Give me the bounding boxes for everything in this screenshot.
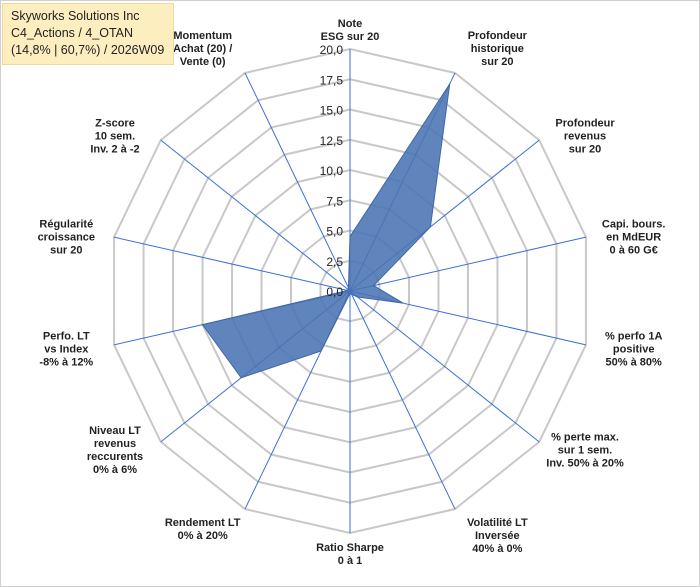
- axis-label-13-line-2: Vente (0): [180, 56, 226, 68]
- tick-label-2: 5,0: [326, 225, 343, 239]
- axis-label-2: Profondeur revenus sur 20: [555, 117, 615, 155]
- axis-label-9-line-1: revenus: [94, 438, 136, 450]
- axis-label-13-line-1: Achat (20) /: [173, 43, 232, 55]
- axis-label-1-line-0: Profondeur: [468, 30, 528, 42]
- axis-label-2-line-0: Profondeur: [555, 117, 615, 129]
- spoke-3: [349, 236, 587, 292]
- axis-label-2-line-1: revenus: [564, 130, 606, 142]
- tick-label-1: 2,5: [326, 255, 343, 269]
- axis-label-10-line-0: Perfo. LT: [43, 331, 90, 343]
- spoke-13: [244, 72, 351, 292]
- axis-label-4-line-0: % perfo 1A: [605, 331, 663, 343]
- axis-label-9-line-0: Niveau LT: [89, 425, 141, 437]
- spoke-12: [160, 139, 351, 292]
- axis-label-8-line-0: Rendement LT: [165, 517, 241, 529]
- axis-label-5: % perte max. sur 1 sem. Inv. 50% à 20%: [546, 432, 624, 470]
- axis-label-13: Momentum Achat (20) / Vente (0): [173, 30, 232, 68]
- axis-label-13-line-0: Momentum: [173, 30, 232, 42]
- axis-label-9: Niveau LT revenus reccurents 0% à 6%: [87, 425, 143, 476]
- axis-label-6-line-0: Volatilité LT: [467, 517, 528, 529]
- company-name: Skyworks Solutions Inc: [11, 9, 140, 23]
- series-area-0: [201, 83, 451, 379]
- tick-label-5: 12,5: [320, 134, 344, 148]
- axis-label-11-line-0: Régularité: [39, 218, 93, 230]
- radar-series: [201, 83, 451, 379]
- axis-label-0-line-0: Note: [338, 18, 362, 30]
- spoke-5: [349, 290, 540, 443]
- axis-label-4-line-2: 50% à 80%: [606, 357, 662, 369]
- axis-label-4: % perfo 1A positive 50% à 80%: [605, 331, 663, 369]
- axis-label-12: Z-score 10 sem. Inv. 2 à -2: [90, 117, 139, 155]
- portfolio-name: C4_Actions / 4_OTAN: [11, 26, 134, 40]
- axis-label-1-line-2: sur 20: [481, 56, 513, 68]
- axis-label-12-line-1: 10 sem.: [95, 130, 135, 142]
- axis-label-5-line-0: % perte max.: [551, 432, 619, 444]
- axis-label-3: Capi. bours. en MdEUR 0 à 60 G€: [602, 218, 666, 256]
- axis-label-6: Volatilité LT Inversée 40% à 0%: [467, 517, 528, 555]
- axis-label-3-line-1: en MdEUR: [606, 231, 661, 243]
- tick-label-6: 15,0: [320, 104, 344, 118]
- stats-line: (14,8% | 60,7%) / 2026W09: [11, 43, 165, 57]
- tick-label-0: 0,0: [326, 285, 343, 299]
- axis-label-0: Note ESG sur 20: [321, 18, 380, 43]
- axis-label-7-line-0: Ratio Sharpe: [316, 542, 384, 554]
- axis-label-11: Régularité croissance sur 20: [38, 218, 95, 256]
- axis-label-8-line-1: 0% à 20%: [178, 530, 228, 542]
- axis-label-2-line-2: sur 20: [569, 143, 601, 155]
- radar-axis-labels: Note ESG sur 20 Profondeur historique sur 20…: [38, 18, 666, 567]
- axis-label-11-line-2: sur 20: [50, 244, 82, 256]
- axis-label-10: Perfo. LT vs Index -8% à 12%: [39, 331, 93, 369]
- axis-label-10-line-1: vs Index: [44, 344, 89, 356]
- axis-label-7-line-1: 0 à 1: [338, 555, 362, 567]
- radar-tick-labels: 0,0 2,5 5,0 7,5 10,0 12,5 15,0 17,5 20,0: [320, 43, 344, 299]
- axis-label-9-line-3: 0% à 6%: [93, 464, 137, 476]
- axis-label-12-line-0: Z-score: [95, 117, 135, 129]
- spoke-6: [349, 290, 456, 510]
- tick-label-8: 20,0: [320, 43, 344, 57]
- axis-label-10-line-2: -8% à 12%: [39, 357, 93, 369]
- axis-label-1-line-1: historique: [471, 43, 524, 55]
- axis-label-1: Profondeur historique sur 20: [468, 30, 528, 68]
- tick-label-7: 17,5: [320, 73, 344, 87]
- axis-label-4-line-1: positive: [613, 344, 655, 356]
- axis-label-5-line-1: sur 1 sem.: [558, 445, 612, 457]
- axis-label-8: Rendement LT 0% à 20%: [165, 517, 241, 542]
- spoke-11: [113, 236, 351, 292]
- axis-label-6-line-2: 40% à 0%: [472, 543, 522, 555]
- axis-label-5-line-2: Inv. 50% à 20%: [546, 458, 624, 470]
- tick-label-3: 7,5: [326, 194, 343, 208]
- axis-label-12-line-2: Inv. 2 à -2: [90, 143, 139, 155]
- axis-label-0-line-1: ESG sur 20: [321, 31, 380, 43]
- axis-label-3-line-2: 0 à 60 G€: [610, 244, 658, 256]
- axis-label-9-line-2: reccurents: [87, 451, 143, 463]
- tick-label-4: 10,0: [320, 164, 344, 178]
- axis-label-7: Ratio Sharpe 0 à 1: [316, 542, 384, 567]
- axis-label-6-line-1: Inversée: [475, 530, 520, 542]
- chart-title-box: Skyworks Solutions Inc C4_Actions / 4_OT…: [2, 3, 174, 65]
- axis-label-11-line-1: croissance: [38, 231, 95, 243]
- axis-label-3-line-0: Capi. bours.: [602, 218, 666, 230]
